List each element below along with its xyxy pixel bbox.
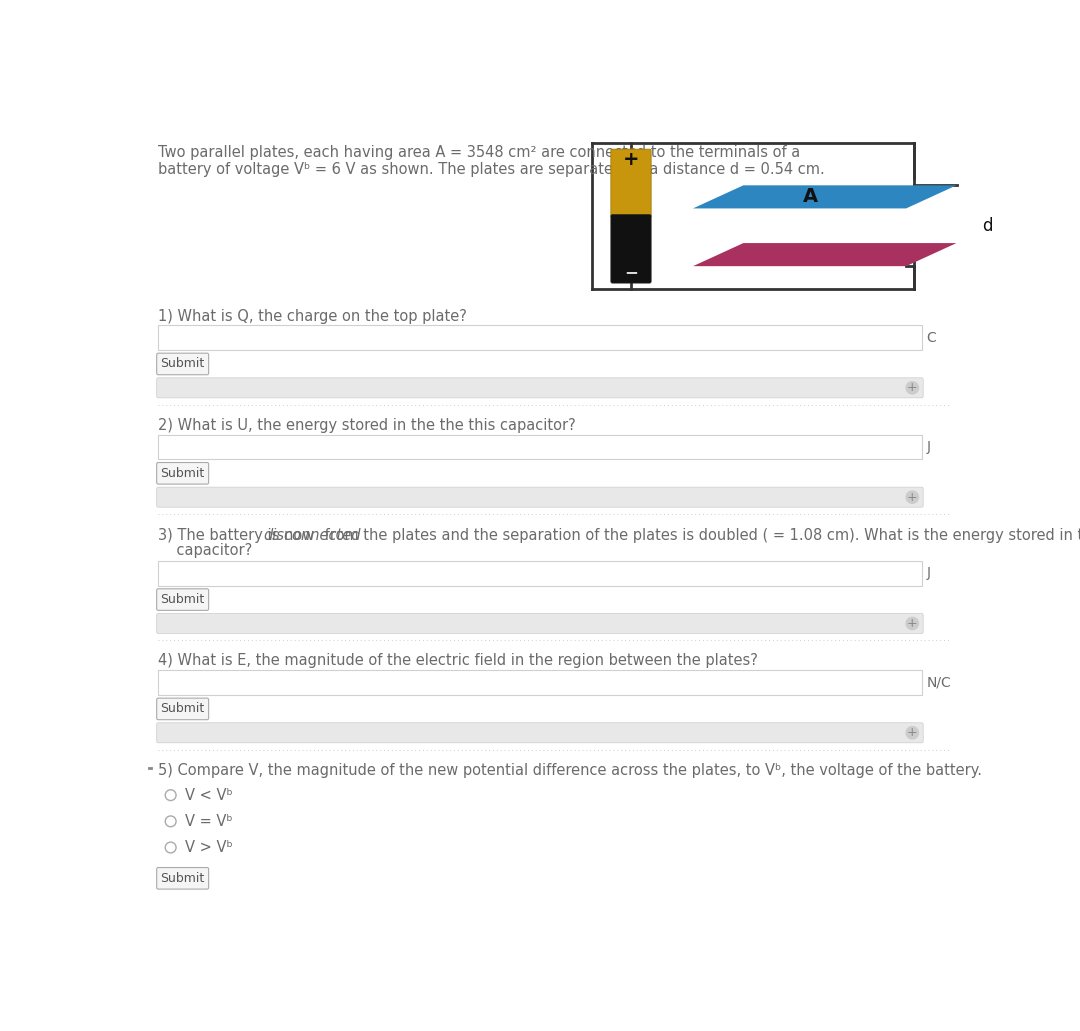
- Text: +: +: [623, 151, 639, 169]
- Text: +: +: [907, 726, 918, 739]
- Text: from the plates and the separation of the plates is doubled ( = 1.08 cm). What i: from the plates and the separation of th…: [321, 528, 1080, 543]
- FancyBboxPatch shape: [157, 613, 923, 633]
- Circle shape: [906, 727, 918, 739]
- Text: Submit: Submit: [161, 593, 205, 606]
- Text: Submit: Submit: [161, 702, 205, 716]
- Text: 5) Compare V, the magnitude of the new potential difference across the plates, t: 5) Compare V, the magnitude of the new p…: [159, 763, 982, 777]
- FancyBboxPatch shape: [157, 463, 208, 485]
- FancyBboxPatch shape: [157, 377, 923, 398]
- Text: 2) What is U, the energy stored in the the this capacitor?: 2) What is U, the energy stored in the t…: [159, 418, 576, 433]
- FancyBboxPatch shape: [611, 149, 651, 218]
- Text: 4) What is E, the magnitude of the electric field in the region between the plat: 4) What is E, the magnitude of the elect…: [159, 654, 758, 668]
- Polygon shape: [693, 186, 957, 208]
- Text: Submit: Submit: [161, 872, 205, 885]
- Text: +: +: [907, 617, 918, 630]
- Text: −: −: [624, 263, 638, 281]
- FancyBboxPatch shape: [159, 670, 921, 695]
- FancyBboxPatch shape: [157, 698, 208, 720]
- Circle shape: [165, 816, 176, 827]
- Text: Submit: Submit: [161, 467, 205, 479]
- FancyBboxPatch shape: [159, 561, 921, 586]
- FancyBboxPatch shape: [157, 488, 923, 507]
- Text: C: C: [927, 331, 936, 344]
- FancyBboxPatch shape: [611, 214, 651, 284]
- Text: N/C: N/C: [927, 675, 951, 690]
- FancyBboxPatch shape: [157, 589, 208, 610]
- Text: capacitor?: capacitor?: [159, 543, 253, 559]
- Text: V = Vᵇ: V = Vᵇ: [185, 813, 232, 829]
- FancyBboxPatch shape: [157, 723, 923, 742]
- Text: +: +: [907, 381, 918, 394]
- Text: d: d: [982, 217, 993, 235]
- Circle shape: [165, 842, 176, 853]
- Circle shape: [165, 790, 176, 800]
- Text: +: +: [907, 491, 918, 504]
- FancyBboxPatch shape: [157, 354, 208, 374]
- Text: 3) The battery is now: 3) The battery is now: [159, 528, 319, 543]
- Circle shape: [906, 618, 918, 630]
- Polygon shape: [693, 243, 957, 266]
- FancyBboxPatch shape: [157, 867, 208, 889]
- Text: V < Vᵇ: V < Vᵇ: [185, 788, 232, 803]
- Text: V > Vᵇ: V > Vᵇ: [185, 840, 232, 855]
- Text: Submit: Submit: [161, 358, 205, 370]
- Text: disconnected: disconnected: [264, 528, 361, 543]
- Circle shape: [906, 491, 918, 503]
- Text: A: A: [802, 188, 818, 206]
- FancyBboxPatch shape: [159, 435, 921, 460]
- Circle shape: [906, 381, 918, 394]
- FancyBboxPatch shape: [159, 326, 921, 351]
- Text: battery of voltage Vᵇ = 6 V as shown. The plates are separated by a distance d =: battery of voltage Vᵇ = 6 V as shown. Th…: [159, 162, 825, 177]
- Text: J: J: [927, 440, 930, 454]
- Text: Two parallel plates, each having area A = 3548 cm² are connected to the terminal: Two parallel plates, each having area A …: [159, 145, 800, 160]
- Text: J: J: [927, 566, 930, 580]
- Text: 1) What is Q, the charge on the top plate?: 1) What is Q, the charge on the top plat…: [159, 308, 468, 324]
